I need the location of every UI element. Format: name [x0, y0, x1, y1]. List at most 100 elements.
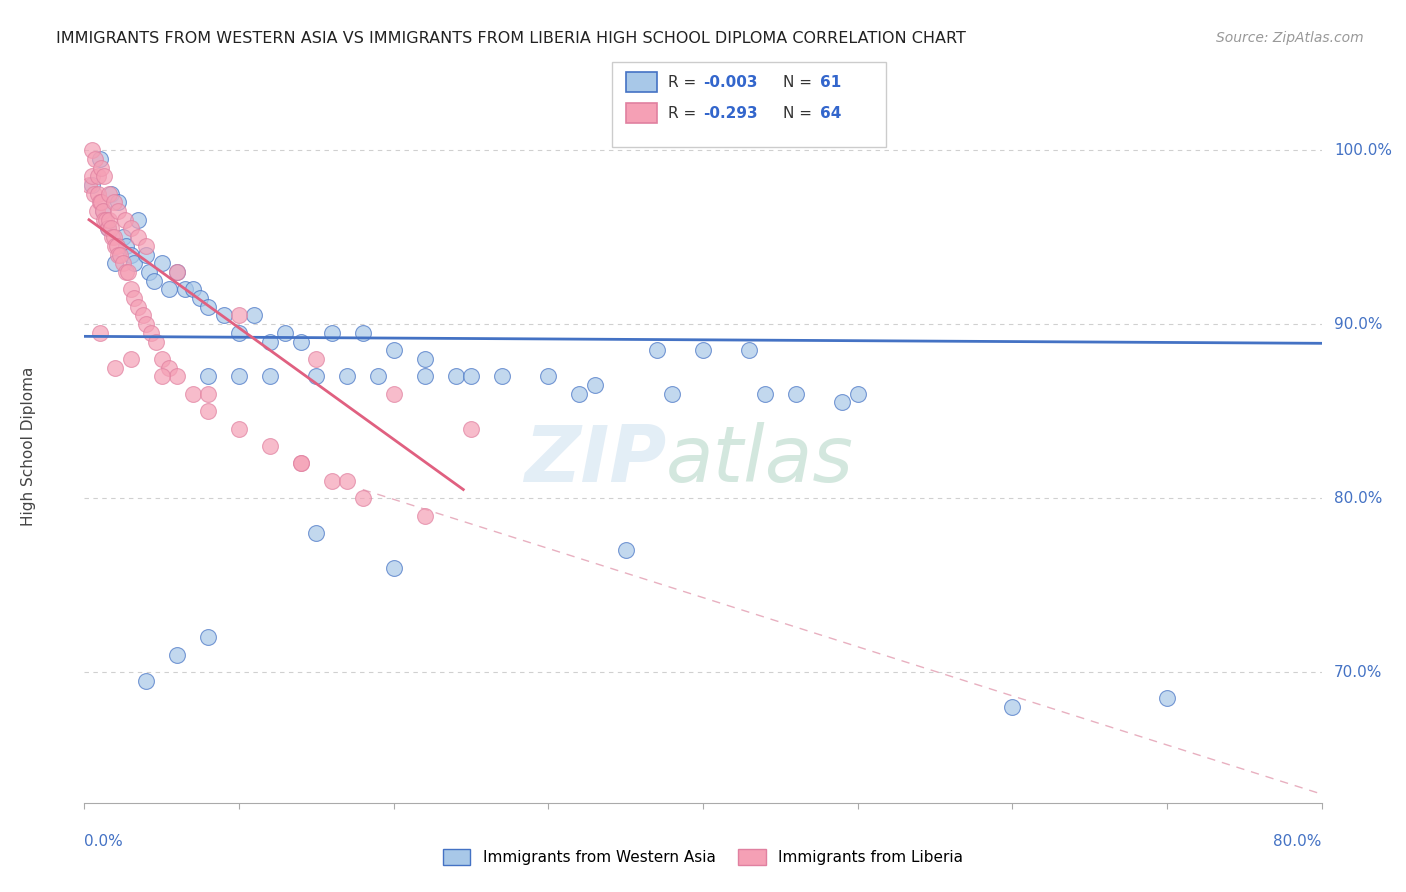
- Point: [460, 421, 482, 435]
- Point: [108, 247, 131, 261]
- Text: ZIP: ZIP: [523, 422, 666, 499]
- Point: [1156, 691, 1178, 706]
- Point: [460, 369, 482, 384]
- Text: -0.003: -0.003: [703, 75, 758, 89]
- Point: [1001, 700, 1024, 714]
- Point: [305, 351, 328, 366]
- Point: [120, 282, 142, 296]
- Point: [692, 343, 714, 358]
- Point: [145, 334, 167, 349]
- Point: [98, 212, 121, 227]
- Text: Source: ZipAtlas.com: Source: ZipAtlas.com: [1216, 31, 1364, 45]
- Point: [82, 169, 104, 184]
- Text: 100.0%: 100.0%: [1334, 143, 1392, 158]
- Text: 80.0%: 80.0%: [1274, 834, 1322, 849]
- Text: 64: 64: [820, 106, 841, 120]
- Point: [112, 256, 135, 270]
- Point: [127, 212, 149, 227]
- Point: [228, 309, 250, 323]
- Text: 70.0%: 70.0%: [1334, 665, 1382, 680]
- Point: [83, 186, 105, 201]
- Point: [352, 491, 374, 506]
- Point: [91, 204, 114, 219]
- Text: N =: N =: [783, 106, 817, 120]
- Point: [115, 265, 138, 279]
- Point: [181, 282, 204, 296]
- Point: [150, 369, 173, 384]
- Point: [259, 439, 281, 453]
- Point: [122, 291, 145, 305]
- Point: [290, 457, 312, 471]
- Point: [537, 369, 560, 384]
- Point: [100, 221, 122, 235]
- Point: [77, 178, 100, 192]
- Point: [91, 204, 114, 219]
- Point: [87, 186, 110, 201]
- Point: [82, 143, 104, 157]
- Text: -0.293: -0.293: [703, 106, 758, 120]
- Point: [127, 230, 149, 244]
- Text: IMMIGRANTS FROM WESTERN ASIA VS IMMIGRANTS FROM LIBERIA HIGH SCHOOL DIPLOMA CORR: IMMIGRANTS FROM WESTERN ASIA VS IMMIGRAN…: [56, 31, 966, 46]
- Point: [382, 343, 405, 358]
- Point: [87, 169, 110, 184]
- Point: [120, 221, 142, 235]
- Point: [101, 230, 124, 244]
- Point: [754, 386, 776, 401]
- Point: [104, 360, 127, 375]
- Point: [259, 369, 281, 384]
- Point: [120, 351, 142, 366]
- Point: [115, 239, 138, 253]
- Point: [159, 282, 180, 296]
- Legend: Immigrants from Western Asia, Immigrants from Liberia: Immigrants from Western Asia, Immigrants…: [437, 843, 969, 871]
- Point: [413, 351, 436, 366]
- Point: [166, 265, 188, 279]
- Point: [114, 212, 136, 227]
- Point: [243, 309, 266, 323]
- Point: [367, 369, 389, 384]
- Point: [107, 204, 129, 219]
- Point: [100, 186, 122, 201]
- Point: [305, 526, 328, 541]
- Point: [259, 334, 281, 349]
- Point: [90, 195, 112, 210]
- Point: [831, 395, 853, 409]
- Text: R =: R =: [668, 75, 702, 89]
- Point: [150, 351, 173, 366]
- Point: [143, 274, 166, 288]
- Point: [139, 326, 162, 340]
- Point: [94, 212, 117, 227]
- Point: [159, 360, 180, 375]
- Point: [122, 256, 145, 270]
- Point: [290, 457, 312, 471]
- Point: [93, 169, 115, 184]
- Point: [103, 230, 125, 244]
- Point: [336, 369, 359, 384]
- Point: [104, 256, 127, 270]
- Point: [96, 221, 118, 235]
- Point: [382, 386, 405, 401]
- Text: R =: R =: [668, 106, 702, 120]
- Point: [135, 673, 157, 688]
- Point: [738, 343, 761, 358]
- Point: [614, 543, 637, 558]
- Point: [413, 508, 436, 523]
- Point: [212, 309, 235, 323]
- Point: [846, 386, 869, 401]
- Point: [135, 247, 157, 261]
- Point: [93, 212, 115, 227]
- Point: [84, 152, 107, 166]
- Text: 61: 61: [820, 75, 841, 89]
- Point: [107, 195, 129, 210]
- Point: [188, 291, 211, 305]
- Point: [96, 221, 118, 235]
- Point: [491, 369, 513, 384]
- Point: [166, 648, 188, 662]
- Text: atlas: atlas: [666, 422, 853, 499]
- Point: [105, 239, 128, 253]
- Point: [135, 239, 157, 253]
- Point: [174, 282, 197, 296]
- Point: [568, 386, 591, 401]
- Point: [583, 378, 606, 392]
- Point: [413, 369, 436, 384]
- Point: [305, 369, 328, 384]
